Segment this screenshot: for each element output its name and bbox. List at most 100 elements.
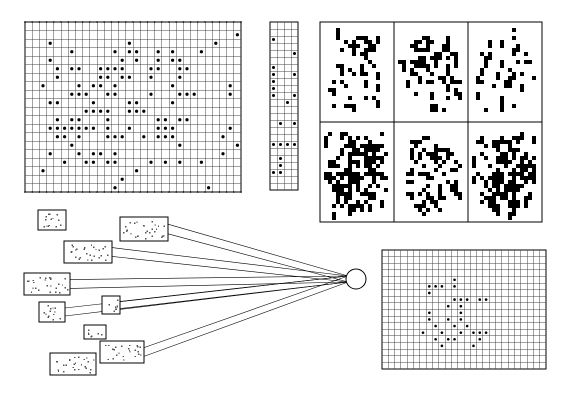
thumbnail-mark — [145, 232, 147, 234]
border-tick — [96, 21, 98, 23]
thumbnail-mark — [38, 289, 40, 291]
border-tick — [88, 21, 91, 23]
block-pixel — [442, 160, 446, 164]
block-pixel — [352, 48, 356, 52]
dot — [55, 118, 60, 122]
thumbnail — [119, 216, 169, 242]
block-pixel — [348, 68, 352, 72]
thumbnail-mark — [64, 287, 66, 289]
block-pixel — [434, 56, 438, 64]
block-pixel — [442, 196, 446, 200]
block-pixel — [446, 180, 450, 184]
block-pixel — [438, 208, 442, 212]
thumbnail-mark — [32, 287, 34, 290]
block-pixel — [512, 28, 516, 32]
thumbnail-mark — [32, 279, 34, 282]
dot — [156, 118, 160, 122]
block-pixel — [368, 44, 372, 52]
dot — [279, 164, 282, 167]
block-pixel — [344, 196, 348, 204]
dot — [440, 331, 444, 334]
dot — [228, 126, 232, 130]
block-pixel — [422, 188, 426, 192]
thumbnail-mark — [135, 236, 137, 238]
block-pixel — [340, 148, 344, 152]
block-pixel — [454, 88, 458, 96]
block-pixel — [348, 160, 352, 168]
thumbnail-mark — [47, 305, 49, 307]
block-pixel — [488, 44, 492, 48]
border-tick — [240, 191, 242, 193]
thumbnail-mark — [136, 345, 138, 347]
thumbnail-mark — [137, 345, 139, 348]
block-pixel — [500, 60, 504, 68]
block-pixel — [356, 204, 360, 208]
block-pixel — [332, 80, 336, 84]
dot — [192, 92, 196, 96]
dot — [135, 101, 139, 105]
thumbnail-mark — [60, 224, 62, 226]
block-pixel — [488, 196, 492, 200]
dot — [120, 135, 124, 139]
block-pixel — [356, 172, 360, 176]
thumbnail-mark — [74, 368, 76, 371]
block-pixel — [434, 64, 438, 68]
block-pixel — [340, 188, 344, 196]
thumbnail-mark — [49, 291, 52, 294]
dot — [48, 101, 52, 105]
block-pixel — [348, 168, 352, 172]
thumbnail — [99, 340, 145, 364]
dot — [127, 50, 131, 54]
dot — [428, 291, 431, 295]
block-pixel — [524, 180, 528, 184]
dot — [48, 58, 52, 62]
block-pixel — [508, 140, 512, 144]
dot — [106, 126, 110, 130]
thumbnail-mark — [155, 228, 158, 230]
block-pixel — [352, 208, 356, 212]
border-tick — [60, 191, 62, 193]
block-pixel — [368, 140, 372, 144]
thumbnail-mark — [71, 244, 73, 247]
thumbnail-mark — [47, 225, 50, 227]
block-pixel — [496, 72, 500, 76]
block-pixel — [430, 196, 434, 204]
thumbnail-mark — [116, 306, 119, 308]
block-pixel — [348, 176, 352, 180]
thumbnail-mark — [122, 359, 125, 361]
dot — [91, 101, 95, 105]
dot — [272, 80, 275, 83]
dot — [185, 67, 189, 71]
block-pixel — [384, 152, 388, 156]
dot — [113, 160, 117, 164]
block-pixel — [454, 168, 458, 172]
block-pixel — [516, 164, 520, 168]
block-pixel — [380, 176, 384, 180]
block-pixel — [476, 92, 480, 100]
dot — [171, 135, 175, 139]
block-pixel — [508, 204, 512, 208]
dot — [156, 67, 160, 71]
block-pixel — [324, 172, 328, 180]
block-pixel — [454, 188, 458, 196]
block-pixel — [410, 192, 414, 196]
block-pixel — [340, 152, 344, 156]
dot — [185, 92, 189, 96]
dot — [91, 152, 95, 156]
block-pixel — [480, 52, 484, 56]
block-pixel — [500, 192, 504, 196]
block-pixel — [442, 148, 446, 152]
thumbnail-mark — [162, 235, 164, 237]
thumbnail-mark — [59, 318, 61, 320]
block-pixel — [414, 72, 418, 76]
dot — [84, 126, 88, 130]
border-tick — [182, 191, 185, 193]
thumbnail-mark — [28, 280, 30, 283]
block-pixel — [508, 172, 512, 176]
block-pixel — [532, 156, 536, 160]
block-pixel — [372, 44, 376, 52]
block-pixel — [454, 160, 458, 164]
dot — [106, 109, 110, 113]
connector-line — [69, 281, 349, 289]
block-pixel — [376, 72, 380, 76]
